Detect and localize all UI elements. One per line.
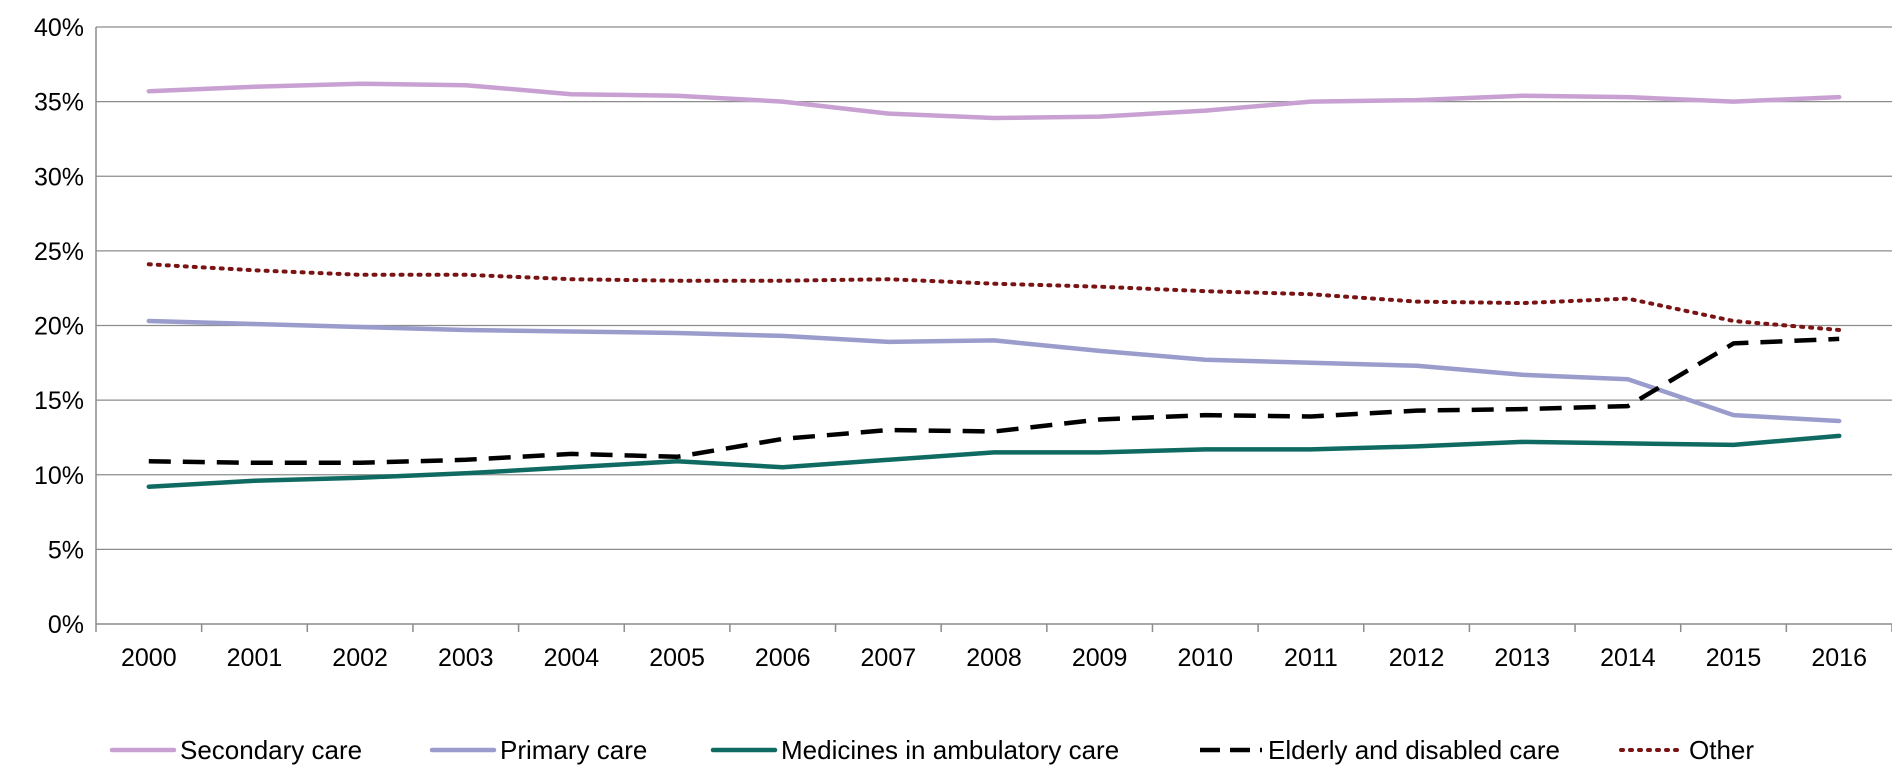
x-tick-label: 2005: [649, 644, 705, 672]
y-tick-label: 0%: [48, 611, 84, 639]
x-tick-label: 2013: [1494, 644, 1550, 672]
x-tick-label: 2004: [544, 644, 600, 672]
x-tick-label: 2000: [121, 644, 177, 672]
legend-label: Medicines in ambulatory care: [781, 735, 1119, 765]
series-line-0: [146, 81, 1842, 121]
x-tick-label: 2003: [438, 644, 494, 672]
x-tick-label: 2016: [1811, 644, 1867, 672]
series-lines: [146, 81, 1842, 489]
series-line-2: [146, 433, 1842, 489]
x-tick-label: 2006: [755, 644, 811, 672]
x-tick-label: 2014: [1600, 644, 1656, 672]
y-tick-label: 20%: [34, 313, 84, 341]
legend-label: Other: [1689, 735, 1754, 765]
legend-label: Secondary care: [180, 735, 362, 765]
gridlines: [96, 26, 1892, 551]
y-tick-label: 5%: [48, 536, 84, 564]
x-tick-label: 2008: [966, 644, 1022, 672]
series-line-3: [148, 336, 1840, 466]
legend: Secondary care Primary care Medicines in a…: [109, 735, 1754, 765]
x-tick-label: 2012: [1389, 644, 1445, 672]
x-tick-label: 2015: [1706, 644, 1762, 672]
x-tick-label: 2010: [1177, 644, 1233, 672]
y-tick-label: 15%: [34, 387, 84, 415]
y-tick-label: 40%: [34, 14, 84, 42]
x-tick-label: 2009: [1072, 644, 1128, 672]
y-tick-label: 25%: [34, 238, 84, 266]
series-line-4: [146, 262, 1842, 332]
x-axis-ticks: 2000 2001 2002 2003 2004 2005 2006 2007 2008 2009…: [121, 644, 1867, 672]
x-tick-label: 2011: [1284, 644, 1338, 672]
axes: [95, 27, 1892, 632]
legend-label: Elderly and disabled care: [1268, 735, 1560, 765]
y-axis-ticks: 0% 5% 10% 15% 20% 25% 30% 35% 40%: [34, 14, 84, 639]
x-tick-label: 2002: [332, 644, 388, 672]
x-tick-label: 2001: [227, 644, 283, 672]
x-tick-label: 2007: [861, 644, 917, 672]
legend-label: Primary care: [500, 735, 647, 765]
y-tick-label: 10%: [34, 462, 84, 490]
y-tick-label: 30%: [34, 163, 84, 191]
y-tick-label: 35%: [34, 89, 84, 117]
series-line-1: [146, 318, 1842, 424]
